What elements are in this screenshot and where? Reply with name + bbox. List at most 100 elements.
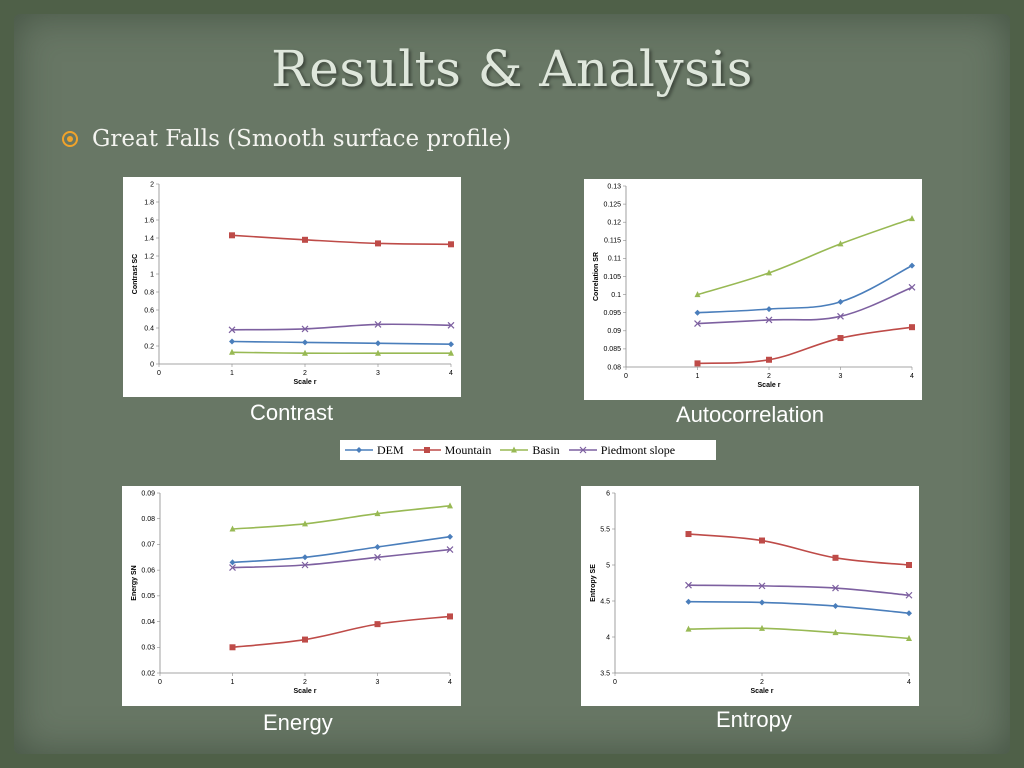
energy-x-tick-label: 4: [448, 679, 452, 686]
contrast-y-tick-label: 1.8: [144, 199, 154, 206]
autocorrelation-point-piedmont-slope: [908, 283, 916, 291]
bullet-text: Great Falls (Smooth surface profile): [92, 126, 512, 152]
autocorrelation-point-mountain: [766, 356, 772, 363]
autocorrelation-series-dem: [694, 262, 915, 316]
autocorrelation-point-dem: [909, 262, 915, 269]
contrast-series-mountain: [229, 232, 454, 248]
autocorrelation-point-piedmont-slope: [765, 316, 773, 324]
autocorrelation-line-mountain: [697, 326, 913, 365]
entropy-series-mountain: [685, 531, 912, 568]
autocorrelation-x-tick-label: 4: [910, 373, 914, 380]
entropy-point-mountain: [832, 554, 839, 561]
energy-y-axis-title: Energy SN: [131, 565, 138, 600]
autocorrelation-point-dem: [694, 309, 701, 316]
entropy-chart: 3.5 4 4.5 5 5.5 6 0 2 4 Scale r Entropy SE: [581, 486, 919, 706]
autocorrelation-point-basin: [909, 215, 915, 222]
energy-series-mountain: [229, 613, 453, 651]
entropy-x-tick-label: 0: [613, 679, 617, 686]
energy-line-piedmont-slope: [232, 548, 451, 569]
contrast-series-piedmont-slope: [228, 320, 455, 334]
contrast-y-tick-label: 0.8: [144, 289, 154, 296]
contrast-y-tick-label: 0.6: [144, 307, 154, 314]
energy-y-tick-label: 0.09: [141, 490, 155, 497]
energy-point-dem: [374, 544, 381, 550]
entropy-point-piedmont-slope: [832, 584, 839, 592]
autocorrelation-point-basin: [694, 291, 701, 298]
legend-label: DEM: [377, 442, 404, 457]
autocorrelation-series-piedmont-slope: [694, 283, 916, 327]
energy-point-dem: [302, 554, 308, 561]
legend-label: Basin: [532, 442, 560, 457]
entropy-caption: Entropy: [716, 707, 792, 732]
energy-series-dem: [229, 533, 453, 566]
energy-point-mountain: [302, 636, 308, 643]
autocorrelation-series-mountain: [694, 324, 915, 367]
autocorrelation-y-axis-title: Correlation SR: [593, 252, 600, 301]
contrast-y-tick-label: 1.4: [144, 235, 154, 242]
autocorrelation-x-tick-label: 0: [624, 373, 628, 380]
contrast-y-tick-label: 1.6: [144, 217, 154, 224]
autocorrelation-point-mountain: [694, 360, 701, 367]
energy-point-piedmont-slope: [301, 561, 309, 569]
autocorrelation-x-tick-label: 2: [767, 373, 771, 380]
entropy-point-basin: [759, 624, 765, 631]
legend-marker-mountain: [423, 447, 430, 453]
energy-x-tick-label: 0: [158, 679, 162, 686]
entropy-point-dem: [832, 603, 839, 610]
entropy-x-tick-label: 4: [907, 679, 911, 686]
energy-line-dem: [232, 535, 451, 564]
contrast-point-basin: [302, 349, 308, 356]
energy-line-mountain: [232, 615, 451, 649]
contrast-point-mountain: [229, 232, 235, 239]
energy-y-tick-label: 0.04: [141, 619, 155, 626]
entropy-line-mountain: [688, 533, 910, 566]
legend-marker-basin: [511, 446, 518, 453]
contrast-y-axis-title: Contrast SC: [132, 254, 139, 294]
contrast-point-basin: [229, 348, 235, 355]
autocorrelation-y-tick-label: 0.085: [603, 346, 621, 353]
energy-y-tick-label: 0.06: [141, 567, 155, 574]
entropy-y-tick-label: 4.5: [600, 598, 610, 605]
contrast-series-basin: [229, 348, 454, 356]
entropy-y-axis-title: Entropy SE: [590, 564, 597, 602]
legend-swatch-piedmont-slope: [568, 446, 597, 454]
autocorrelation-point-dem: [837, 298, 844, 305]
slide-title: Results & Analysis: [271, 40, 753, 98]
autocorrelation-line-piedmont-slope: [697, 286, 913, 325]
entropy-y-tick-label: 5.5: [600, 526, 610, 533]
contrast-point-basin: [375, 349, 381, 356]
energy-y-tick-label: 0.02: [141, 670, 155, 677]
entropy-point-dem: [759, 599, 765, 606]
contrast-x-tick-label: 3: [376, 370, 380, 377]
entropy-series-dem: [685, 598, 912, 617]
autocorrelation-point-basin: [766, 269, 772, 276]
entropy-y-tick-label: 6: [606, 490, 610, 497]
energy-x-tick-label: 1: [231, 679, 235, 686]
energy-x-tick-label: 3: [376, 679, 380, 686]
contrast-x-tick-label: 4: [449, 370, 453, 377]
entropy-point-basin: [906, 634, 912, 641]
entropy-series-piedmont-slope: [685, 581, 913, 599]
chart-legend: DEM Mountain Basin Piedmont slope: [340, 440, 716, 460]
energy-point-mountain: [374, 621, 381, 628]
energy-line-basin: [232, 505, 451, 530]
entropy-point-piedmont-slope: [758, 582, 766, 590]
contrast-y-tick-label: 2: [150, 181, 154, 188]
autocorrelation-point-piedmont-slope: [837, 312, 844, 320]
contrast-point-dem: [448, 341, 454, 348]
contrast-point-piedmont-slope: [374, 320, 382, 328]
contrast-chart: 0 0.2 0.4 0.6 0.8 1 1.2 1.4 1.6 1.8 2 0 1 2 3 4 Scale r C…: [123, 177, 461, 397]
autocorrelation-point-mountain: [909, 324, 915, 331]
contrast-point-mountain: [302, 236, 308, 243]
entropy-x-tick-label: 2: [760, 679, 764, 686]
entropy-point-piedmont-slope: [905, 591, 913, 599]
contrast-series-dem: [229, 338, 454, 348]
legend-entry-dem: DEM: [344, 443, 404, 458]
contrast-line-mountain: [231, 234, 452, 246]
legend-swatch-mountain: [412, 447, 441, 453]
energy-chart: 0.02 0.03 0.04 0.05 0.06 0.07 0.08 0.09 0 1 2 3 4 Sca…: [122, 486, 461, 706]
autocorrelation-y-tick-label: 0.12: [607, 220, 621, 227]
entropy-line-dem: [688, 600, 910, 615]
legend-entry-basin: Basin: [499, 442, 560, 458]
entropy-y-tick-label: 4: [606, 634, 610, 641]
